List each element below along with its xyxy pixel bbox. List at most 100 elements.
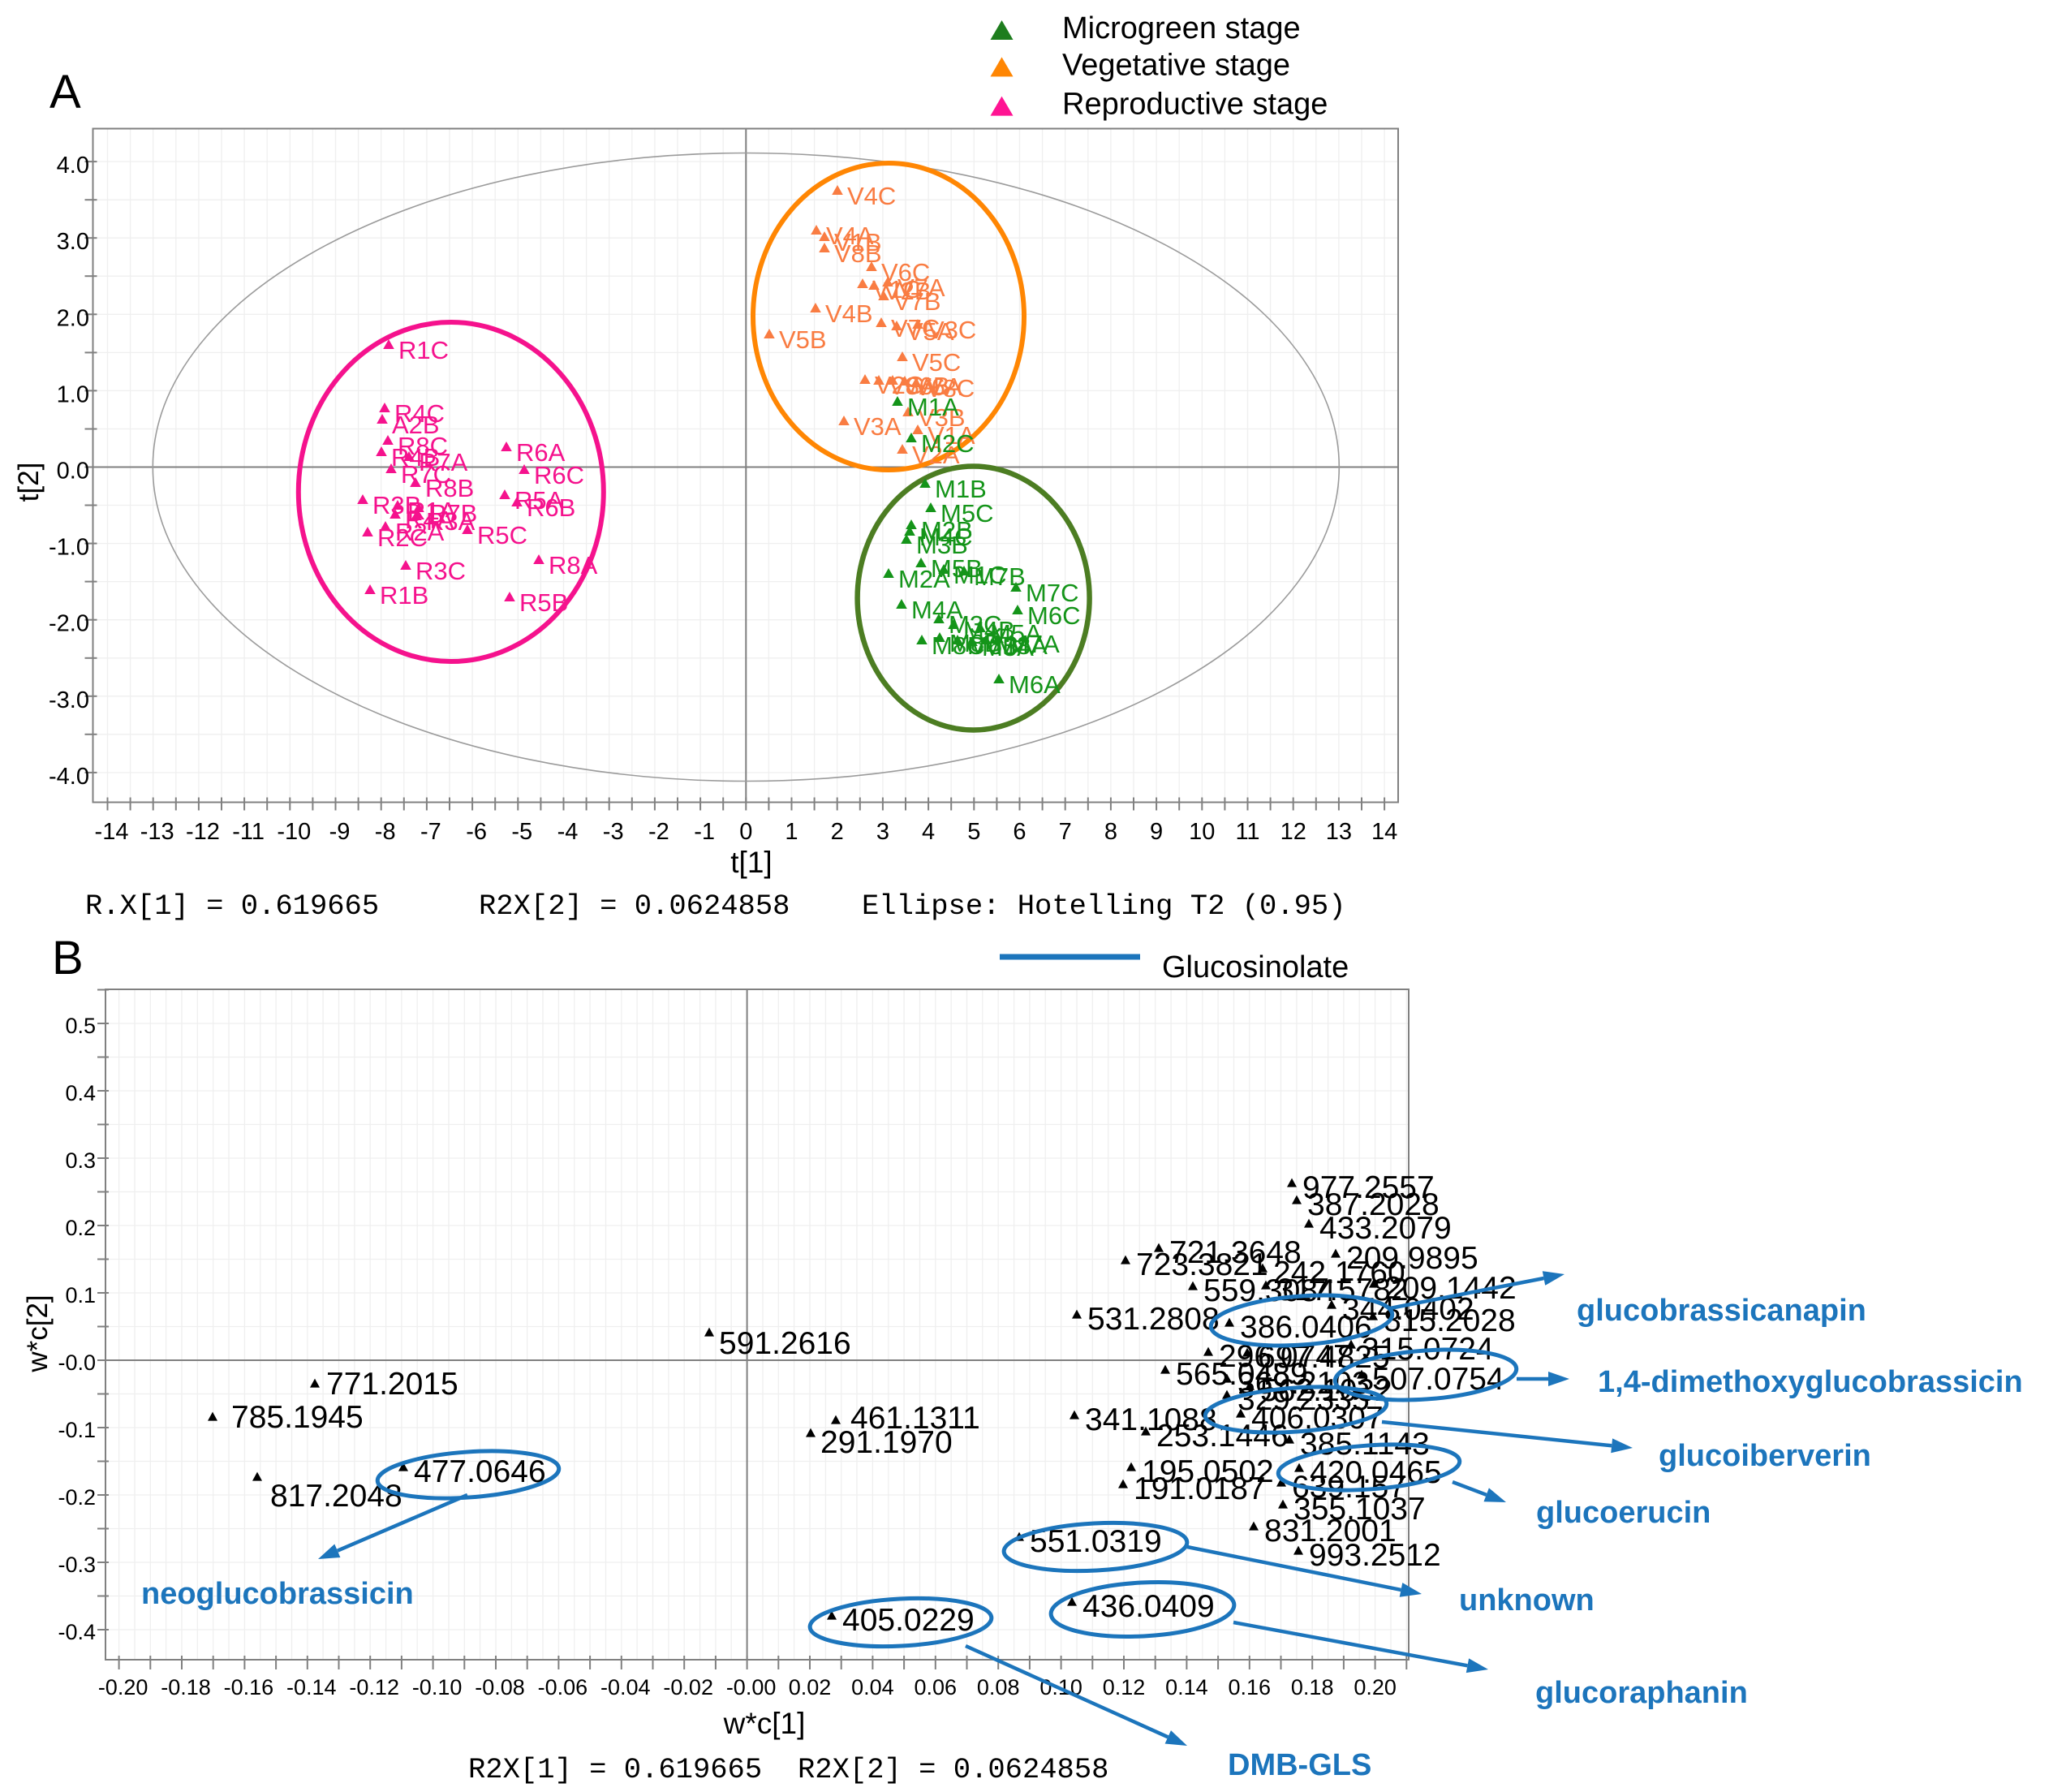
svg-text:7: 7 (1059, 819, 1072, 845)
svg-text:Vegetative stage: Vegetative stage (1062, 48, 1290, 82)
svg-text:14: 14 (1371, 819, 1397, 845)
svg-text:2: 2 (831, 819, 844, 845)
svg-text:0.5: 0.5 (65, 1014, 96, 1038)
svg-text:-0.08: -0.08 (475, 1675, 525, 1699)
svg-text:209.9895: 209.9895 (1346, 1241, 1478, 1276)
svg-text:11: 11 (1235, 819, 1259, 845)
svg-text:-0.14: -0.14 (286, 1675, 337, 1699)
svg-text:glucoraphanin: glucoraphanin (1535, 1676, 1748, 1710)
svg-text:531.2808: 531.2808 (1087, 1302, 1220, 1337)
svg-text:M8A: M8A (996, 631, 1048, 660)
svg-text:V2B: V2B (884, 277, 932, 305)
svg-text:-0.00: -0.00 (726, 1675, 777, 1699)
svg-text:M7C: M7C (1026, 579, 1078, 607)
svg-text:V1A: V1A (928, 421, 975, 450)
svg-text:317.5782: 317.5782 (1276, 1273, 1409, 1307)
svg-text:R6A: R6A (516, 438, 566, 467)
svg-text:V8C: V8C (926, 374, 975, 403)
svg-text:-0.2: -0.2 (58, 1485, 96, 1510)
svg-text:t[2]: t[2] (13, 463, 45, 502)
svg-text:191.0187: 191.0187 (1134, 1471, 1266, 1506)
svg-text:-10: -10 (277, 819, 311, 845)
svg-text:A: A (49, 66, 81, 118)
svg-text:3.0: 3.0 (57, 229, 89, 255)
svg-text:R7C: R7C (401, 460, 451, 489)
svg-text:R4B: R4B (391, 443, 440, 472)
svg-text:0.06: 0.06 (915, 1675, 958, 1699)
svg-text:V5A: V5A (906, 317, 954, 346)
svg-text:R2X[1] = 0.619665: R2X[1] = 0.619665 (468, 1753, 762, 1786)
svg-text:817.2048: 817.2048 (270, 1479, 402, 1514)
svg-text:R2A: R2A (395, 518, 445, 546)
svg-text:-0.20: -0.20 (98, 1675, 148, 1699)
svg-text:-0.06: -0.06 (538, 1675, 588, 1699)
svg-text:M7A: M7A (1008, 630, 1060, 658)
svg-text:387.2028: 387.2028 (1307, 1187, 1440, 1222)
svg-text:993.2512: 993.2512 (1309, 1538, 1441, 1573)
svg-text:R6C: R6C (534, 461, 584, 489)
svg-text:0.20: 0.20 (1354, 1675, 1397, 1699)
svg-text:13: 13 (1326, 819, 1352, 845)
svg-text:R5B: R5B (519, 588, 568, 617)
svg-text:-12: -12 (186, 819, 220, 845)
svg-text:6: 6 (1013, 819, 1026, 845)
svg-text:242.1760: 242.1760 (1273, 1256, 1405, 1290)
svg-text:M1A: M1A (907, 393, 959, 421)
svg-text:M3C: M3C (949, 610, 1001, 639)
svg-text:-13: -13 (140, 819, 174, 845)
svg-text:405.0229: 405.0229 (842, 1603, 975, 1638)
svg-text:Microgreen stage: Microgreen stage (1062, 11, 1301, 45)
svg-text:436.0409: 436.0409 (1082, 1589, 1215, 1624)
svg-text:-2: -2 (648, 819, 669, 845)
svg-text:V5C: V5C (912, 348, 961, 377)
svg-text:355.1037: 355.1037 (1293, 1492, 1426, 1527)
svg-text:R2X[2] = 0.0624858: R2X[2] = 0.0624858 (479, 890, 790, 923)
svg-text:591.2616: 591.2616 (719, 1326, 851, 1361)
svg-text:8: 8 (1104, 819, 1117, 845)
svg-text:t[1]: t[1] (730, 846, 772, 879)
svg-text:glucoerucin: glucoerucin (1536, 1496, 1711, 1530)
svg-text:-0.0: -0.0 (58, 1350, 96, 1375)
svg-text:461.1311: 461.1311 (850, 1401, 980, 1436)
svg-text:-0.04: -0.04 (600, 1675, 651, 1699)
svg-text:-3.0: -3.0 (49, 687, 89, 713)
svg-text:0.12: 0.12 (1103, 1675, 1146, 1699)
svg-text:0.02: 0.02 (789, 1675, 832, 1699)
svg-text:0.0: 0.0 (57, 459, 89, 485)
svg-text:-1.0: -1.0 (49, 535, 89, 561)
svg-text:V1B: V1B (834, 228, 882, 256)
svg-text:785.1945: 785.1945 (231, 1400, 364, 1435)
svg-text:-0.12: -0.12 (349, 1675, 399, 1699)
svg-text:R8C: R8C (398, 432, 448, 460)
svg-text:R1C: R1C (398, 336, 449, 364)
svg-text:559.3084: 559.3084 (1203, 1273, 1336, 1308)
svg-text:R2C: R2C (377, 523, 428, 552)
svg-text:1: 1 (785, 819, 798, 845)
svg-text:2.0: 2.0 (57, 305, 89, 331)
svg-text:-0.3: -0.3 (58, 1553, 96, 1577)
svg-text:M1B: M1B (935, 475, 987, 503)
svg-text:-4: -4 (557, 819, 579, 845)
svg-text:R5A: R5A (514, 486, 564, 515)
svg-text:195.0502: 195.0502 (1142, 1454, 1274, 1489)
svg-text:unknown: unknown (1459, 1583, 1595, 1618)
svg-text:R5C: R5C (477, 521, 527, 549)
svg-text:DMB-GLS: DMB-GLS (1228, 1748, 1371, 1782)
svg-text:Reproductive stage: Reproductive stage (1062, 88, 1328, 122)
svg-text:831.2001: 831.2001 (1264, 1514, 1397, 1549)
svg-text:A2B: A2B (392, 411, 440, 439)
svg-text:-0.10: -0.10 (412, 1675, 463, 1699)
svg-text:477.0646: 477.0646 (414, 1454, 546, 1489)
svg-text:R.X[1] = 0.619665: R.X[1] = 0.619665 (85, 890, 379, 923)
svg-text:R8B: R8B (425, 474, 474, 502)
svg-text:4.0: 4.0 (57, 153, 89, 179)
svg-text:1,4-dimethoxyglucobrassicin: 1,4-dimethoxyglucobrassicin (1598, 1365, 2023, 1399)
svg-text:977.2557: 977.2557 (1302, 1170, 1435, 1205)
svg-text:M2B: M2B (921, 516, 973, 545)
svg-text:glucoiberverin: glucoiberverin (1659, 1439, 1871, 1473)
svg-text:1.0: 1.0 (57, 381, 89, 407)
svg-text:0: 0 (739, 819, 752, 845)
svg-text:V5B: V5B (779, 325, 827, 354)
svg-text:V7A: V7A (897, 274, 945, 302)
svg-text:M5C: M5C (940, 499, 993, 528)
